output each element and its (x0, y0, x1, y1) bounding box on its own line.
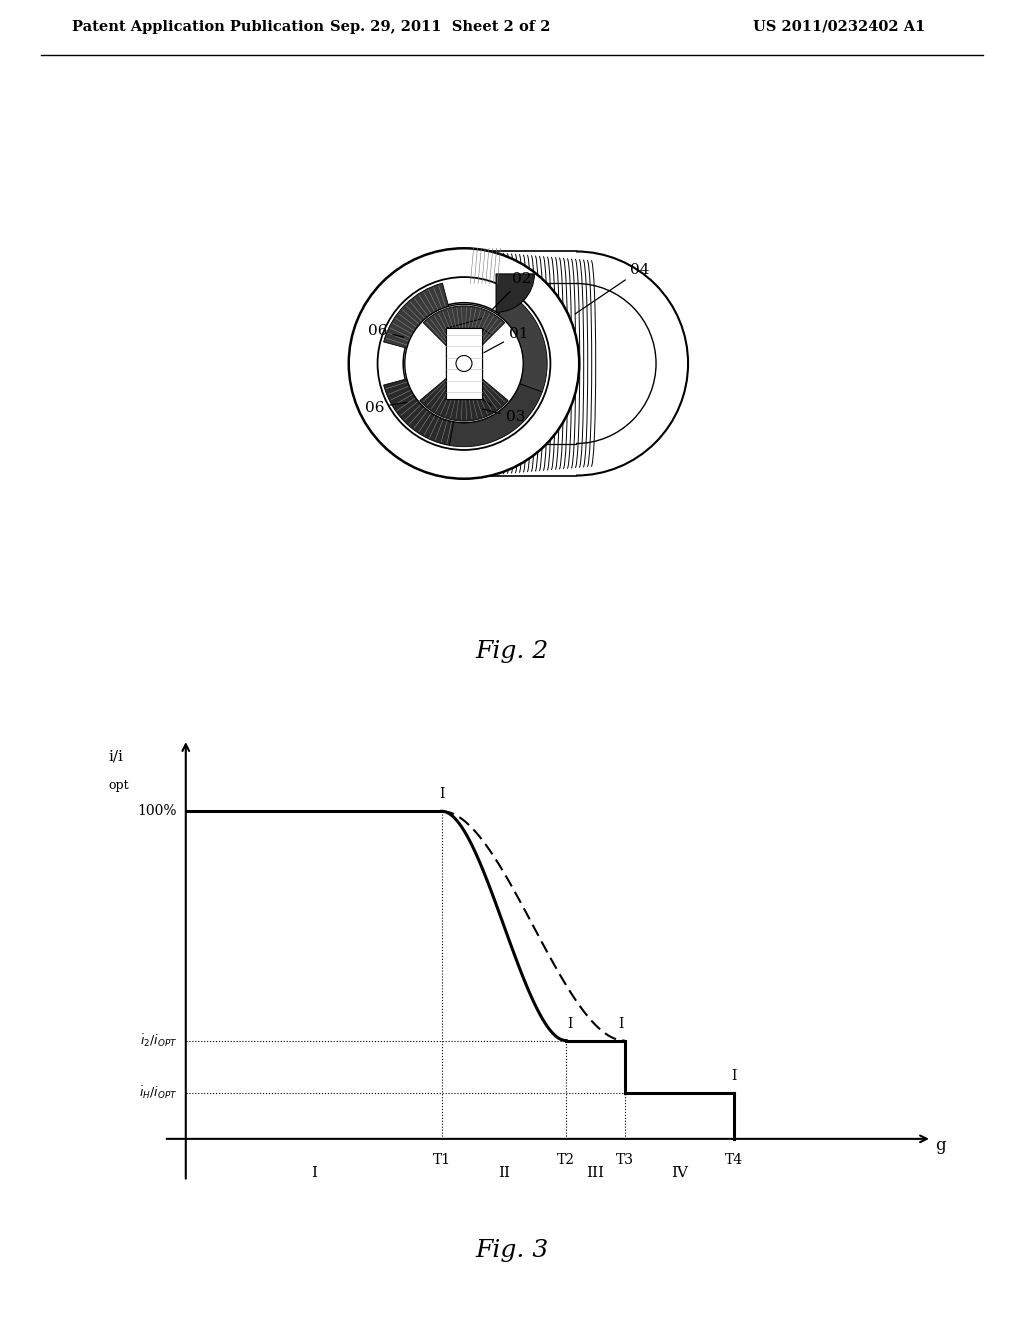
Text: opt: opt (109, 779, 129, 792)
Text: Fig. 2: Fig. 2 (475, 640, 549, 663)
Text: US 2011/0232402 A1: US 2011/0232402 A1 (754, 20, 926, 34)
Wedge shape (450, 381, 542, 446)
Circle shape (404, 305, 523, 422)
Wedge shape (384, 282, 450, 350)
Text: I: I (618, 1016, 624, 1031)
Wedge shape (496, 296, 547, 392)
Wedge shape (496, 273, 535, 313)
Text: Patent Application Publication: Patent Application Publication (72, 20, 324, 34)
Circle shape (456, 355, 472, 371)
Wedge shape (384, 378, 455, 445)
Text: Fig. 3: Fig. 3 (475, 1238, 549, 1262)
Text: 01: 01 (484, 327, 528, 352)
Polygon shape (446, 329, 481, 399)
Text: g: g (936, 1137, 946, 1154)
Text: 06: 06 (368, 323, 403, 338)
Wedge shape (423, 306, 505, 363)
Text: $\dot{\imath}_H /i_{OPT}$: $\dot{\imath}_H /i_{OPT}$ (138, 1085, 177, 1101)
Text: $\dot{\imath}_2 /i_{OPT}$: $\dot{\imath}_2 /i_{OPT}$ (139, 1032, 177, 1049)
Text: II: II (498, 1167, 510, 1180)
Text: 06: 06 (365, 400, 407, 414)
Text: I: I (439, 788, 444, 801)
Text: 03: 03 (482, 409, 525, 424)
Text: T2: T2 (557, 1154, 575, 1167)
Polygon shape (446, 329, 481, 399)
Text: I: I (567, 1016, 572, 1031)
Text: I: I (732, 1069, 737, 1084)
Wedge shape (420, 363, 508, 421)
Text: III: III (587, 1167, 604, 1180)
Text: T1: T1 (433, 1154, 451, 1167)
Ellipse shape (349, 248, 580, 479)
Text: i/i: i/i (109, 748, 124, 763)
Text: 100%: 100% (137, 804, 177, 818)
Text: T3: T3 (615, 1154, 634, 1167)
Text: T4: T4 (725, 1154, 743, 1167)
Text: 02: 02 (492, 272, 531, 310)
Text: Sep. 29, 2011  Sheet 2 of 2: Sep. 29, 2011 Sheet 2 of 2 (330, 20, 551, 34)
Text: 04: 04 (575, 263, 650, 314)
Text: IV: IV (671, 1167, 688, 1180)
Text: I: I (310, 1167, 316, 1180)
